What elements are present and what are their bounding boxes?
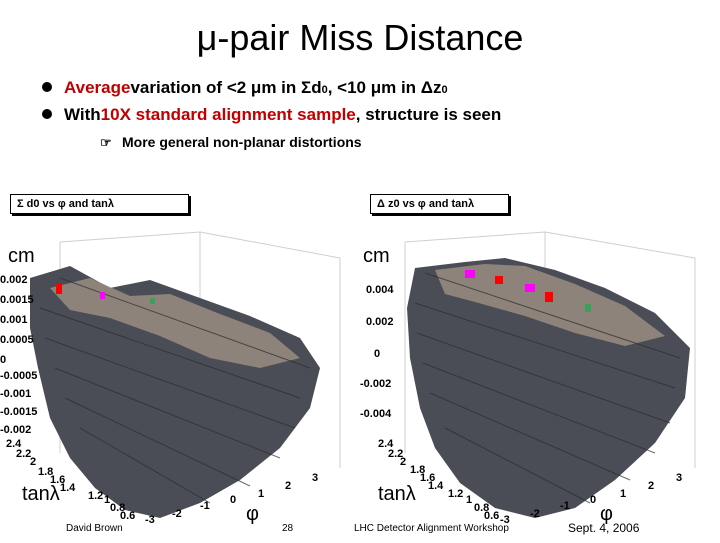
plot-2-ztick: -0.004	[360, 408, 392, 420]
bullet-2-red: 10X standard alignment sample	[100, 105, 356, 124]
bullet-1-text2: , <10 μm in Δz	[327, 78, 442, 97]
plot-2-tanl-tick: 2.2	[388, 448, 404, 460]
plot-1-tanl-tick: 2.4	[6, 438, 22, 450]
plot-1-tanl-tick: 0.8	[110, 502, 126, 514]
bullet-2-lead: With	[64, 105, 101, 124]
sub-bullet-text: More general non-planar distortions	[122, 134, 362, 150]
plot-1-phi-tick: 0	[230, 494, 237, 506]
plot-2-tanl-tick: 0.8	[474, 502, 490, 514]
plot-1-phi-tick: -1	[200, 500, 210, 512]
bullet-1: Average variation of <2 μm in Σd 0 , <10 …	[42, 78, 712, 105]
bullet-2-text: , structure is seen	[355, 105, 502, 124]
plot-1-tanl-tick: 1.6	[50, 474, 66, 486]
plot-1-ztick: 0.0015	[0, 294, 34, 306]
plot-2-tanl-tick: 1.4	[428, 480, 444, 492]
sub-bullet: ☞ More general non-planar distortions	[100, 134, 362, 151]
plot-1-unit: cm	[8, 245, 35, 267]
plot-1-phi-tick: 2	[285, 480, 292, 492]
plot-1-tanl-label: tanλ	[22, 483, 60, 505]
plot-1-ztick: -0.0015	[0, 406, 38, 418]
plot-1-phi-tick: 1	[258, 488, 265, 500]
footer-event: LHC Detector Alignment Workshop	[354, 523, 509, 534]
plot-1-ztick: 0	[0, 354, 7, 366]
plot-1-ztick: -0.002	[0, 424, 32, 436]
plot-1-tanl-tick: 1	[104, 494, 111, 506]
plot-2-phi-tick: -3	[500, 514, 510, 526]
plot-2-title-box: Δ z0 vs φ and tanλ	[370, 194, 509, 214]
plot-1-ztick: 0.001	[0, 314, 28, 326]
plot-2-tanl-tick: 1.8	[410, 464, 426, 476]
plot-2-tanl-tick: 0.6	[484, 510, 500, 522]
plot-2-tanl-tick: 2.4	[378, 438, 394, 450]
plot-2-ztick: -0.002	[360, 378, 392, 390]
plot-2-surface-highlight	[435, 264, 665, 346]
plot-2-phi-label: φ	[600, 503, 613, 525]
plot-1-tanl-tick: 2	[30, 456, 37, 468]
plot-2-phi-tick: 3	[676, 472, 683, 484]
plot-1-phi-label: φ	[246, 503, 259, 525]
plot-2-ztick: 0.004	[366, 284, 394, 296]
plot-1-ztick: -0.001	[0, 388, 32, 400]
bullet-1-text: variation of <2 μm in Σd	[130, 78, 322, 97]
plot-2-phi-tick: 1	[620, 488, 627, 500]
plot-2-surface	[404, 231, 696, 518]
plot-1-tanl-tick: 0.6	[120, 510, 136, 522]
plot-1-peaks-icon	[56, 284, 155, 304]
plot-1-ztick: 0.002	[0, 274, 28, 286]
plot-1-phi-tick: 3	[312, 472, 319, 484]
plot-2-tanl-label: tanλ	[378, 483, 416, 505]
plot-2-tanl-tick: 2	[400, 456, 407, 468]
bullet-list: Average variation of <2 μm in Σd 0 , <10 …	[42, 78, 712, 132]
plot-2-phi-tick: -2	[530, 508, 540, 520]
bullet-dot-icon	[42, 109, 52, 119]
plot-2-peaks-icon	[465, 270, 591, 312]
plot-1-tanl-tick: 1.4	[60, 482, 76, 494]
plot-1-title-box: Σ d0 vs φ and tanλ	[10, 194, 189, 214]
plot-2-tanl-tick: 1.6	[420, 472, 436, 484]
slide-title: μ-pair Miss Distance	[196, 17, 524, 58]
plot-2-tanl-tick: 1.2	[448, 488, 464, 500]
plot-1-tanl-tick: 1.2	[88, 490, 104, 502]
plot-1-ztick: -0.0005	[0, 370, 38, 382]
footer-author: David Brown	[66, 523, 123, 534]
plot-1-surface-highlight	[50, 278, 300, 368]
bullet-2: With 10X standard alignment sample, stru…	[42, 105, 712, 132]
footer-page-number: 28	[282, 523, 294, 534]
plot-2-mesh-lines-icon	[414, 272, 681, 504]
plot-1-tanl-tick: 1.8	[38, 466, 54, 478]
plot-1-tanl-tick: 2.2	[16, 448, 32, 460]
plot-2-tanl-tick: 1	[466, 494, 473, 506]
plot-1-phi-tick: -2	[172, 508, 182, 520]
plot-1	[0, 218, 345, 538]
footer-date: Sept. 4, 2006	[568, 521, 640, 535]
plot-2-ztick: 0	[374, 348, 381, 360]
plot-2-phi-tick: 2	[648, 480, 655, 492]
bullet-1-lead: Average	[64, 78, 131, 97]
bullet-dot-icon	[42, 82, 52, 92]
plot-2-phi-tick: -1	[560, 500, 570, 512]
bullet-1-sub1: 0	[321, 84, 328, 96]
pointing-hand-icon: ☞	[100, 135, 112, 150]
plot-2	[355, 218, 720, 538]
plot-2-unit: cm	[363, 245, 390, 267]
plot-1-phi-tick: -3	[145, 514, 155, 526]
plot-2-ztick: 0.002	[366, 316, 394, 328]
plot-1-ztick: 0.0005	[0, 334, 34, 346]
plot-2-phi-tick: 0	[590, 494, 597, 506]
plot-1-surface	[30, 231, 341, 518]
bullet-1-sub2: 0	[441, 84, 448, 96]
